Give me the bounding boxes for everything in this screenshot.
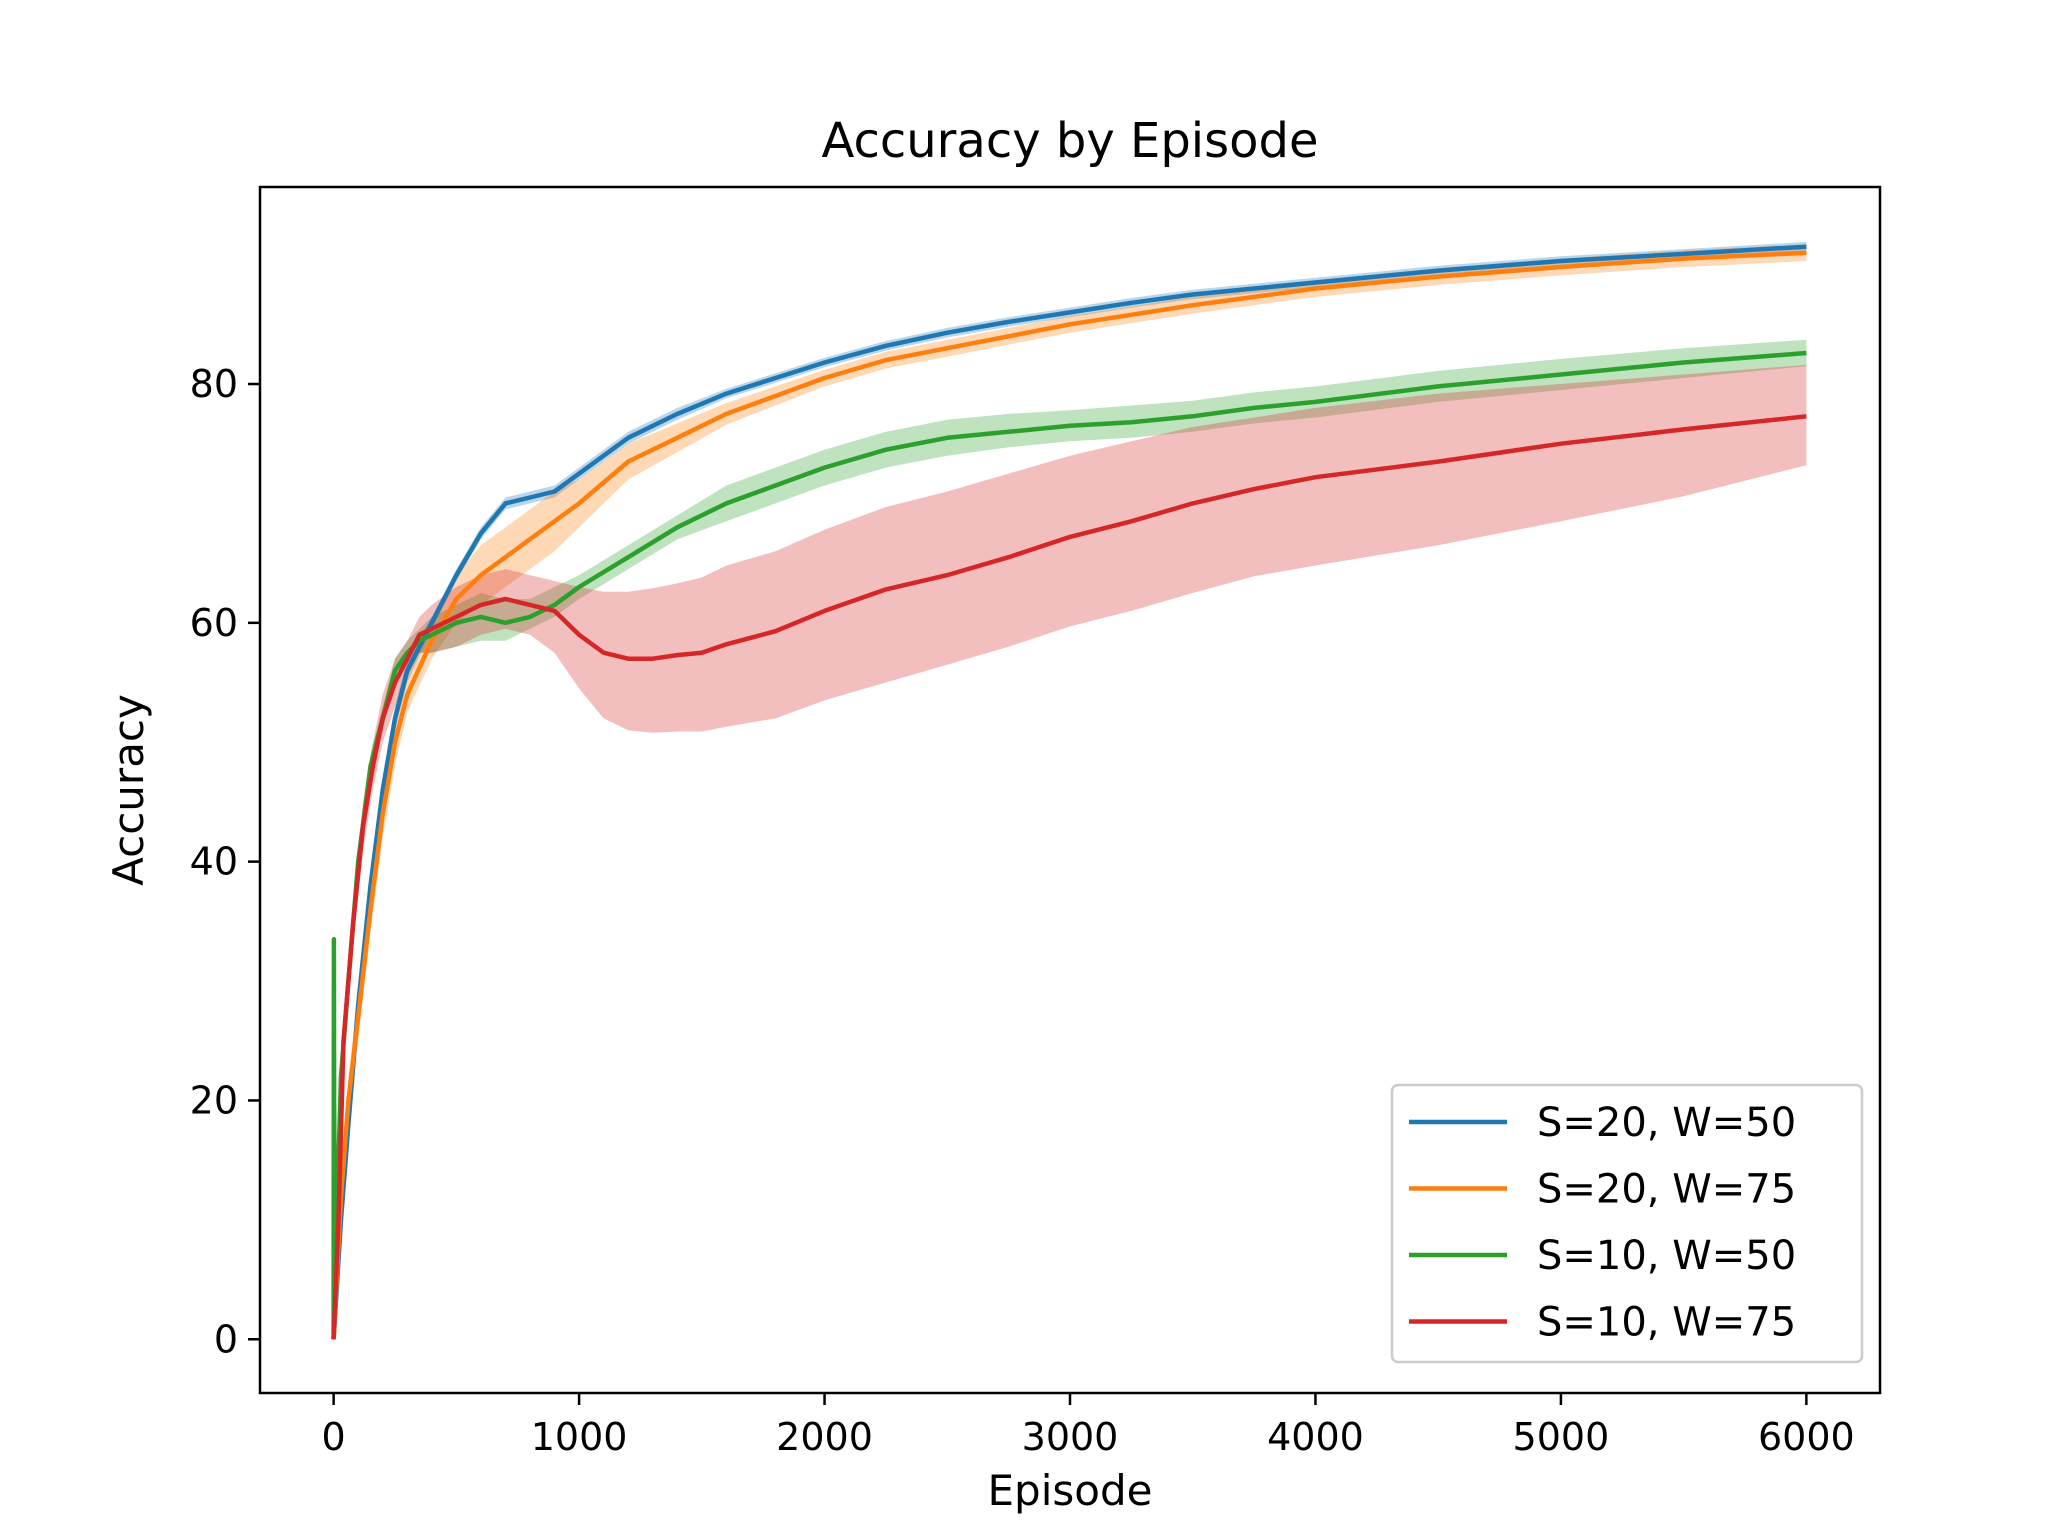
x-tick-label: 1000: [531, 1415, 628, 1459]
legend-entry: S=10, W=50: [1409, 1233, 1796, 1279]
y-tick-label: 0: [214, 1317, 238, 1361]
x-tick-label: 4000: [1267, 1415, 1364, 1459]
x-axis-label: Episode: [988, 1466, 1153, 1515]
band-s-10-w-75: [333, 364, 1807, 1340]
legend-entry: S=20, W=75: [1409, 1167, 1796, 1213]
y-axis-label: Accuracy: [104, 694, 153, 886]
x-tick-label: 2000: [776, 1415, 873, 1459]
x-tick-label: 5000: [1513, 1415, 1610, 1459]
legend-entry: S=10, W=75: [1409, 1300, 1796, 1346]
x-tick-label: 6000: [1758, 1415, 1855, 1459]
legend-label: S=10, W=50: [1537, 1233, 1796, 1279]
x-tick-label: 3000: [1022, 1415, 1119, 1459]
y-axis-ticks: 0 20 40 60 80: [190, 362, 260, 1361]
legend-label: S=20, W=50: [1537, 1100, 1796, 1146]
series-lines: [331, 244, 1807, 1340]
chart-title: Accuracy by Episode: [821, 113, 1318, 169]
line-s-20-w-50: [331, 244, 1807, 1340]
y-tick-label: 40: [190, 840, 238, 884]
y-tick-label: 80: [190, 362, 238, 406]
legend: S=20, W=50 S=20, W=75 S=10, W=50 S=10, W=75: [1390, 1083, 1864, 1364]
line-s-10-w-75: [331, 414, 1807, 1340]
legend-label: S=20, W=75: [1537, 1167, 1796, 1213]
x-tick-label: 0: [322, 1415, 346, 1459]
legend-box: [1390, 1083, 1864, 1364]
y-tick-label: 60: [190, 601, 238, 645]
legend-entry: S=20, W=50: [1409, 1100, 1796, 1146]
line-s-20-w-75: [331, 250, 1807, 1340]
y-tick-label: 20: [190, 1078, 238, 1122]
legend-label: S=10, W=75: [1537, 1300, 1796, 1346]
x-axis-ticks: 0 1000 2000 3000 4000 5000 6000: [322, 1393, 1855, 1459]
confidence-bands: [333, 241, 1807, 1340]
